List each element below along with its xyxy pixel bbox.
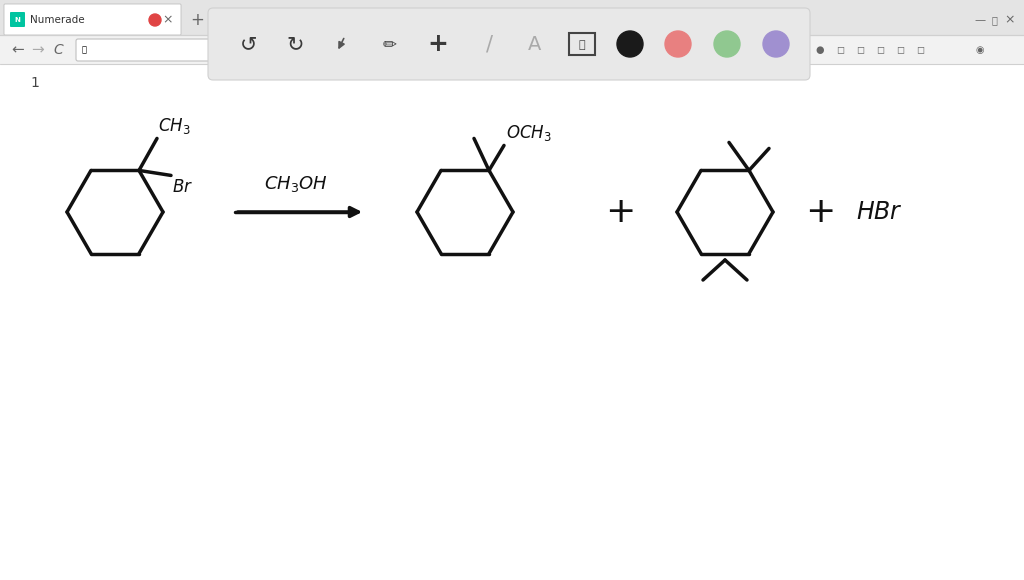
Text: $OCH_3$: $OCH_3$	[506, 124, 552, 143]
Text: ⧉: ⧉	[991, 15, 997, 25]
Text: $CH_3OH$: $CH_3OH$	[264, 174, 328, 194]
Text: A: A	[528, 34, 542, 53]
Text: →: →	[32, 42, 44, 57]
FancyBboxPatch shape	[4, 4, 181, 35]
Text: ◻: ◻	[856, 45, 864, 55]
Text: https://www.numerade.com/answers/whiteboard/24095/: https://www.numerade.com/answers/whitebo…	[253, 45, 527, 55]
Bar	[0, 0, 1024, 35]
FancyBboxPatch shape	[76, 39, 660, 61]
Text: 🔒: 🔒	[82, 45, 86, 55]
Text: ◻: ◻	[836, 45, 844, 55]
Bar	[0, 35, 1024, 64]
Text: ◉: ◉	[976, 45, 984, 55]
Text: ◻: ◻	[876, 45, 884, 55]
Text: ☆: ☆	[775, 45, 784, 55]
Text: ←: ←	[11, 42, 25, 57]
Text: ×: ×	[1005, 13, 1015, 27]
Text: +: +	[190, 11, 204, 29]
Text: C: C	[53, 43, 62, 57]
FancyBboxPatch shape	[10, 12, 25, 27]
Circle shape	[150, 14, 161, 26]
Circle shape	[714, 31, 740, 57]
Text: 1: 1	[30, 76, 39, 90]
Text: $CH_3$: $CH_3$	[158, 117, 190, 136]
Text: 📷: 📷	[757, 45, 763, 55]
Text: —: —	[975, 15, 985, 25]
Text: ×: ×	[163, 13, 173, 27]
Text: ✏: ✏	[382, 35, 396, 53]
Text: ↻: ↻	[287, 34, 304, 54]
Circle shape	[617, 31, 643, 57]
Text: /: /	[485, 34, 493, 54]
Text: ↺: ↺	[241, 34, 258, 54]
Text: +: +	[428, 32, 449, 56]
Circle shape	[763, 31, 790, 57]
Text: ◻: ◻	[915, 45, 924, 55]
Circle shape	[665, 31, 691, 57]
Text: ⛰: ⛰	[579, 40, 586, 50]
Text: ●: ●	[796, 45, 804, 55]
Text: +: +	[605, 195, 635, 229]
Text: $HBr$: $HBr$	[856, 200, 903, 224]
Text: N: N	[14, 17, 19, 23]
FancyBboxPatch shape	[208, 8, 810, 80]
Text: Numerade: Numerade	[30, 15, 85, 25]
Text: ●: ●	[816, 45, 824, 55]
Text: $Br$: $Br$	[172, 179, 194, 197]
Text: ◻: ◻	[896, 45, 904, 55]
Text: +: +	[805, 195, 836, 229]
